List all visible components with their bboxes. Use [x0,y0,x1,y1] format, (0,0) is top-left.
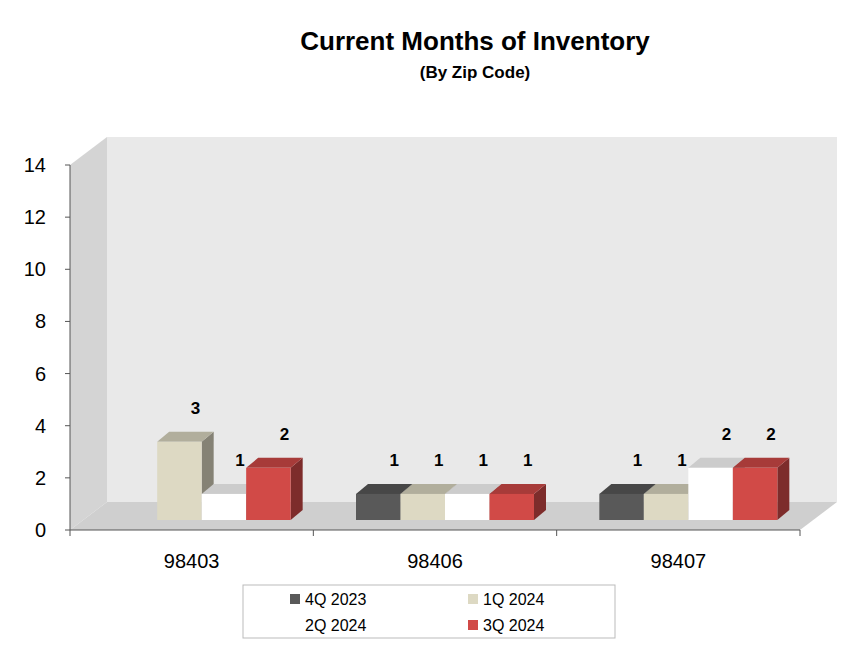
y-tick [65,269,70,270]
y-tick-label: 2 [35,467,46,489]
legend-label: 1Q 2024 [483,591,544,608]
data-labels: 3 1 2 1 1 1 1 1 1 2 2 [191,399,776,470]
y-tick [65,165,70,166]
bar [733,458,790,520]
y-axis [70,165,71,530]
data-label: 1 [390,451,399,470]
y-tick [65,477,70,478]
y-tick [65,321,70,322]
legend-label: 4Q 2023 [305,591,366,608]
x-axis [70,530,800,531]
y-tick [65,530,70,531]
data-label: 1 [523,451,532,470]
bar-front [644,494,689,520]
x-tick [313,530,314,536]
subtitle: (By Zip Code) [420,63,531,82]
legend: 4Q 2023 1Q 2024 2Q 2024 3Q 2024 [243,585,615,638]
x-tick [556,530,557,536]
data-label: 2 [722,425,731,444]
legend-swatch [468,620,478,630]
bar-top [157,432,214,442]
legend-swatch [468,594,478,604]
category-label: 98403 [164,550,220,572]
bar-front [157,442,202,520]
back-wall [107,137,837,502]
legend-label: 3Q 2024 [483,617,544,634]
category-label: 98406 [407,550,463,572]
y-tick-label: 8 [35,310,46,332]
bar-front [599,494,644,520]
legend-swatch [290,620,300,630]
y-tick [65,217,70,218]
bar [490,484,547,520]
bar-front [688,468,733,520]
y-tick-label: 10 [24,258,46,280]
data-label: 2 [766,425,775,444]
bar-front [401,494,446,520]
y-tick [65,373,70,374]
data-label: 1 [633,451,642,470]
data-label: 3 [191,399,200,418]
y-tick-label: 14 [24,154,46,176]
bar [246,458,302,520]
y-tick-label: 6 [35,363,46,385]
bars [157,432,789,520]
bar-front [733,468,778,520]
bar-front [490,494,535,520]
bar-front [356,494,401,520]
y-tick-label: 4 [35,415,46,437]
bar-front [202,494,247,520]
y-tick-label: 0 [35,519,46,541]
y-tick-label: 12 [24,206,46,228]
data-label: 2 [280,425,289,444]
data-label: 1 [434,451,443,470]
data-label: 1 [235,451,244,470]
legend-label: 2Q 2024 [305,617,366,634]
data-label: 1 [677,451,686,470]
data-label: 1 [479,451,488,470]
x-tick [70,530,71,536]
bar-top [490,484,547,494]
title: Current Months of Inventory [300,26,650,56]
chart: Current Months of Inventory (By Zip Code)… [0,0,864,648]
category-label: 98407 [651,550,707,572]
bar-front [445,494,490,520]
bar-front [246,468,291,520]
side-wall [70,137,107,530]
bar-top [246,458,302,468]
bar-side [291,458,303,520]
legend-swatch [290,594,300,604]
x-tick [800,530,801,536]
y-tick [65,425,70,426]
bar-side [777,458,789,520]
legend-box [243,585,615,638]
bar-top [733,458,790,468]
